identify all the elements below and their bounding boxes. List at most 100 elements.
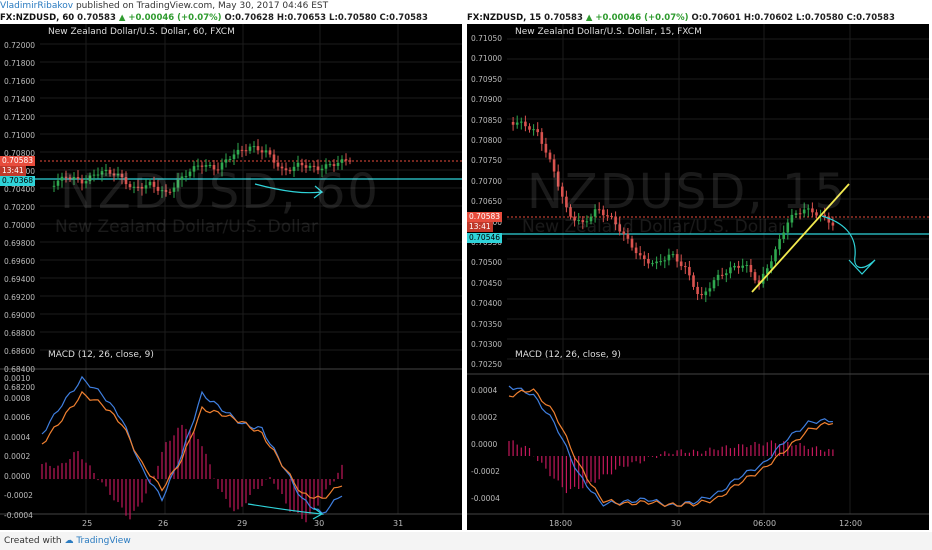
right-watermark-sub: New Zealand Dollar/U.S. Dollar <box>522 217 785 237</box>
candle-body <box>96 174 100 176</box>
candle-body <box>232 154 236 159</box>
candle-body <box>140 186 144 189</box>
candle-body <box>622 231 626 234</box>
candle-body <box>630 238 634 248</box>
left-price-axis-label: 0.68800 <box>4 329 36 338</box>
candle-body <box>268 150 272 155</box>
candle-body <box>606 215 609 217</box>
candle-body <box>176 179 180 188</box>
author-link[interactable]: VladimirRibakov <box>0 1 74 11</box>
candle-body <box>585 221 589 223</box>
candle-body <box>745 264 749 266</box>
candle-body <box>511 122 515 125</box>
right-time-axis-label: 30 <box>671 519 682 528</box>
candle-body <box>92 174 96 176</box>
candle-body <box>778 238 781 250</box>
candle-body <box>132 186 136 188</box>
candle-body <box>729 267 732 274</box>
right-price-axis-label: 0.70450 <box>471 278 503 288</box>
right-chart-canvas[interactable]: NZDUSD, 15 New Zealand Dollar/U.S. Dolla… <box>467 24 929 530</box>
right-price-axis-label: 0.70650 <box>471 197 503 207</box>
left-price-axis-label: 0.70200 <box>4 203 36 212</box>
candle-body <box>324 164 328 169</box>
candle-body <box>108 169 112 174</box>
right-low: L:0.70580 <box>796 13 844 23</box>
candle-body <box>344 159 348 161</box>
candle-body <box>692 275 695 287</box>
right-trendline <box>751 183 850 293</box>
publish-text: published on TradingView.com, May 30, 20… <box>75 1 329 11</box>
candle-body <box>312 165 316 167</box>
candle-body <box>172 187 176 192</box>
candle-body <box>52 185 56 187</box>
right-price-axis-label: 0.70800 <box>471 136 503 145</box>
candle-body <box>696 286 699 295</box>
left-symbol: FX:NZDUSD, 60 <box>0 13 75 23</box>
candle-body <box>569 207 572 217</box>
candle-body <box>618 224 621 232</box>
candle-body <box>634 247 638 254</box>
candle-body <box>520 121 523 123</box>
candle-body <box>72 177 76 179</box>
candle-body <box>76 177 80 179</box>
candle-body <box>284 168 288 171</box>
right-macd-title: MACD (12, 26, close, 9) <box>515 350 621 360</box>
right-high: H:0.70602 <box>743 13 794 23</box>
candle-body <box>811 208 814 213</box>
right-watermark: NZDUSD, 15 <box>527 164 847 220</box>
candle-body <box>320 168 324 171</box>
left-level-tag: 0.70368 <box>0 176 36 186</box>
candle-body <box>228 158 232 160</box>
candle-body <box>260 150 264 153</box>
tradingview-link[interactable]: ☁ TradingView <box>64 536 131 546</box>
candle-body <box>602 209 605 216</box>
right-macd-line <box>508 385 833 507</box>
candle-body <box>536 129 539 133</box>
candle-body <box>725 273 728 276</box>
candle-body <box>679 261 683 267</box>
right-price-axis-label: 0.70250 <box>471 360 503 370</box>
candle-body <box>184 176 188 178</box>
candle-body <box>753 272 757 281</box>
candle-body <box>565 196 568 208</box>
candle-body <box>196 165 200 167</box>
candle-body <box>561 186 564 197</box>
candle-body <box>192 166 196 172</box>
right-price-axis-label: 0.70400 <box>471 299 503 309</box>
candle-body <box>68 177 72 179</box>
candle-body <box>180 176 184 180</box>
left-chart-canvas[interactable]: NZDUSD, 60 New Zealand Dollar/U.S. Dolla… <box>0 24 462 530</box>
candle-body <box>688 266 691 276</box>
candle-body <box>288 170 292 172</box>
left-chart-svg <box>0 24 462 523</box>
left-time-axis-label: 26 <box>158 519 169 528</box>
left-price-axis-label: 0.71200 <box>4 113 36 122</box>
candle-body <box>164 190 168 192</box>
right-open: O:0.70601 <box>691 13 741 23</box>
candle-body <box>144 185 148 189</box>
left-price-axis-label: 0.70000 <box>4 221 36 230</box>
left-macd-axis-label: -0.0002 <box>4 491 33 500</box>
candle-body <box>597 209 601 211</box>
right-macd-axis-label: -0.0002 <box>471 467 500 476</box>
right-price-axis-label: 0.70900 <box>471 95 503 105</box>
candle-body <box>757 280 761 284</box>
candle-body <box>160 190 164 192</box>
candle-body <box>733 265 736 268</box>
candle-body <box>204 165 208 167</box>
candle-body <box>220 162 224 170</box>
publish-info: VladimirRibakov published on TradingView… <box>0 0 328 12</box>
candle-body <box>104 169 108 172</box>
right-time-tag: 13:41 <box>467 222 493 232</box>
left-price-axis-label: 0.69000 <box>4 311 36 320</box>
candle-body <box>80 178 84 184</box>
candle-body <box>700 294 703 296</box>
left-price-axis-label: 0.68200 <box>4 383 36 392</box>
candle-body <box>532 129 535 131</box>
candle-body <box>264 150 268 153</box>
candle-body <box>659 261 662 263</box>
candle-body <box>790 214 794 223</box>
candle-body <box>276 162 280 167</box>
candle-body <box>647 258 650 264</box>
right-macd-axis-label: 0.0004 <box>471 386 498 395</box>
